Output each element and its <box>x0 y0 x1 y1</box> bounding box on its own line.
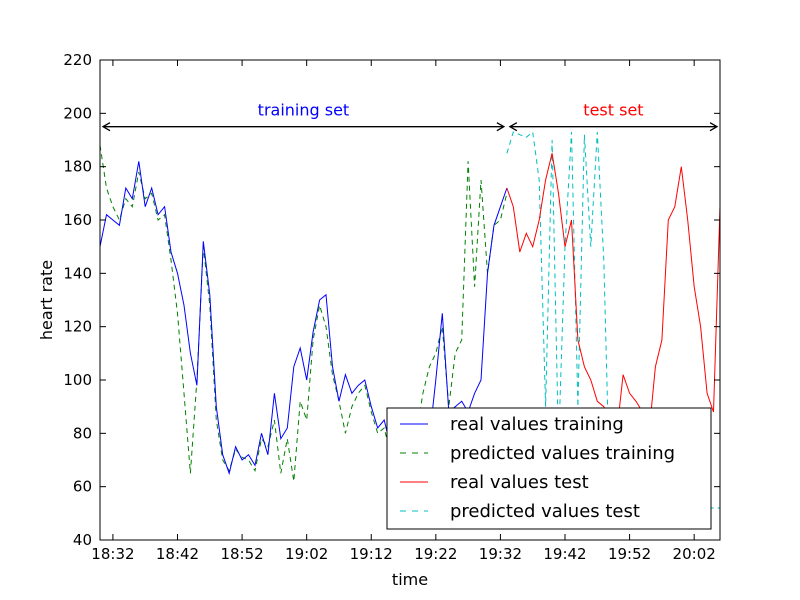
x-tick-label: 18:42 <box>156 545 199 563</box>
y-tick-label: 40 <box>73 531 92 549</box>
legend-label-predicted-test: predicted values test <box>450 501 640 522</box>
annotation-label-training-set: training set <box>258 101 350 120</box>
x-tick-label: 19:02 <box>285 545 328 563</box>
legend-label-predicted-training: predicted values training <box>450 443 675 464</box>
x-tick-label: 20:02 <box>673 545 716 563</box>
y-tick-label: 220 <box>63 51 92 69</box>
y-tick-label: 180 <box>63 158 92 176</box>
annotation-layer: training set test set <box>101 101 719 132</box>
legend: real values training predicted values tr… <box>386 407 712 530</box>
x-tick-label: 19:32 <box>479 545 522 563</box>
y-tick-label: 160 <box>63 211 92 229</box>
ticks-layer: 40 60 80 100 120 140 160 180 200 220 18:32 18:42 18:… <box>63 51 720 563</box>
plot-frame <box>99 59 721 541</box>
legend-box <box>386 407 712 530</box>
x-tick-label: 19:22 <box>414 545 457 563</box>
x-tick-label: 19:52 <box>608 545 651 563</box>
y-tick-label: 120 <box>63 318 92 336</box>
annotation-label-test-set: test set <box>583 101 643 120</box>
x-tick-label: 18:52 <box>220 545 263 563</box>
x-axis-label: time <box>392 570 428 589</box>
x-tick-label: 19:42 <box>543 545 586 563</box>
annotation-arrow-training-set <box>101 122 506 132</box>
y-tick-label: 80 <box>73 424 92 442</box>
y-tick-label: 140 <box>63 264 92 282</box>
y-tick-label: 200 <box>63 104 92 122</box>
series-predicted-values-training <box>100 145 508 482</box>
x-tick-label: 18:32 <box>91 545 134 563</box>
y-axis-label: heart rate <box>37 260 56 340</box>
x-tick-label: 19:12 <box>350 545 393 563</box>
series-real-values-training <box>100 161 508 476</box>
annotation-arrow-test-set <box>508 122 719 132</box>
y-tick-label: 60 <box>73 478 92 496</box>
legend-label-real-test: real values test <box>450 472 589 493</box>
legend-label-real-training: real values training <box>450 414 624 435</box>
y-tick-label: 100 <box>63 371 92 389</box>
